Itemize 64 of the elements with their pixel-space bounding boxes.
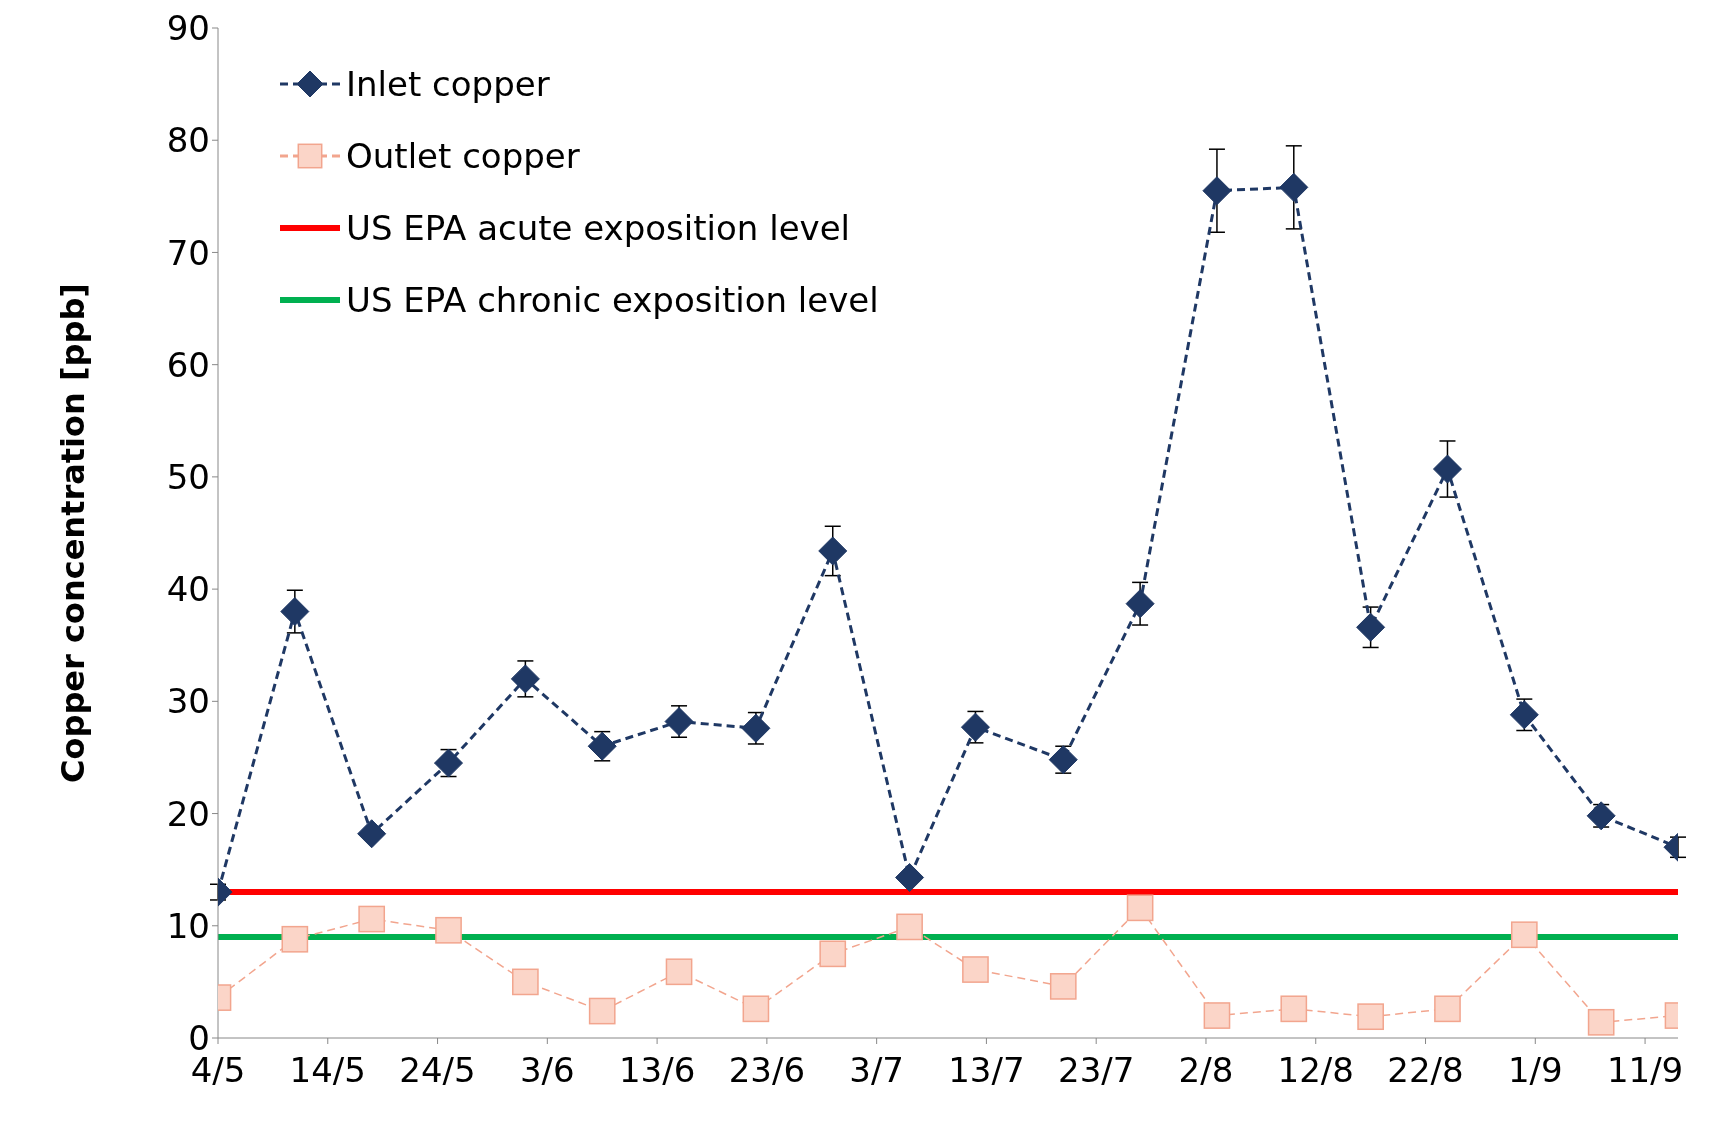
point bbox=[587, 731, 617, 761]
point bbox=[1356, 612, 1386, 642]
point bbox=[960, 712, 990, 742]
point bbox=[1357, 1003, 1384, 1031]
point bbox=[962, 956, 989, 983]
y-tick-label: 60 bbox=[166, 344, 210, 385]
x-tick-label: 3/6 bbox=[519, 1050, 575, 1091]
y-tick-label: 50 bbox=[166, 456, 210, 497]
point bbox=[1203, 1002, 1231, 1029]
point bbox=[1048, 745, 1078, 775]
point bbox=[1280, 995, 1308, 1023]
point bbox=[512, 968, 539, 996]
point bbox=[895, 863, 925, 893]
x-tick-label: 14/5 bbox=[289, 1050, 366, 1091]
y-axis-title: Copper concentration [ppb] bbox=[54, 283, 93, 783]
point bbox=[896, 913, 923, 941]
point bbox=[1587, 1008, 1615, 1036]
point bbox=[357, 819, 387, 849]
point bbox=[280, 597, 310, 627]
y-tick-label: 10 bbox=[166, 905, 210, 946]
y-tick-label: 70 bbox=[166, 232, 210, 273]
point bbox=[281, 925, 309, 953]
point bbox=[665, 958, 693, 986]
point bbox=[1049, 973, 1077, 1000]
y-tick-label: 30 bbox=[166, 681, 210, 722]
legend-label: US EPA acute exposition level bbox=[346, 207, 851, 250]
point bbox=[742, 995, 770, 1023]
point bbox=[664, 707, 694, 737]
point bbox=[434, 748, 464, 778]
point bbox=[435, 916, 462, 944]
x-tick-label: 24/5 bbox=[399, 1050, 476, 1091]
x-tick-label: 1/9 bbox=[1507, 1050, 1563, 1091]
legend-label: Inlet copper bbox=[346, 63, 550, 106]
point bbox=[588, 997, 616, 1025]
y-tick-label: 40 bbox=[166, 569, 210, 610]
point bbox=[1125, 589, 1155, 619]
point bbox=[510, 664, 540, 694]
point bbox=[1434, 995, 1461, 1023]
x-tick-label: 23/6 bbox=[728, 1050, 806, 1091]
point bbox=[819, 940, 847, 968]
legend-label: Outlet copper bbox=[346, 135, 580, 178]
point bbox=[741, 713, 771, 743]
x-tick-label: 12/8 bbox=[1277, 1050, 1354, 1091]
x-tick-label: 11/9 bbox=[1606, 1050, 1684, 1091]
x-tick-label: 4/5 bbox=[190, 1050, 246, 1091]
point bbox=[1202, 176, 1232, 206]
point bbox=[358, 905, 386, 933]
x-tick-label: 2/8 bbox=[1178, 1050, 1234, 1091]
x-tick-label: 3/7 bbox=[849, 1050, 905, 1091]
y-tick-label: 90 bbox=[166, 8, 210, 49]
point bbox=[1510, 921, 1538, 949]
point bbox=[1509, 700, 1539, 730]
y-tick-label: 20 bbox=[166, 793, 210, 834]
x-tick-label: 23/7 bbox=[1058, 1050, 1135, 1091]
point bbox=[818, 536, 848, 566]
point bbox=[1432, 454, 1462, 484]
y-tick-label: 80 bbox=[166, 120, 210, 161]
point bbox=[1126, 894, 1154, 922]
x-tick-label: 13/7 bbox=[948, 1050, 1025, 1091]
point bbox=[1279, 172, 1309, 202]
x-tick-label: 22/8 bbox=[1387, 1050, 1464, 1091]
point bbox=[1586, 801, 1616, 831]
legend-label: US EPA chronic exposition level bbox=[346, 279, 879, 322]
x-tick-label: 13/6 bbox=[618, 1050, 696, 1091]
